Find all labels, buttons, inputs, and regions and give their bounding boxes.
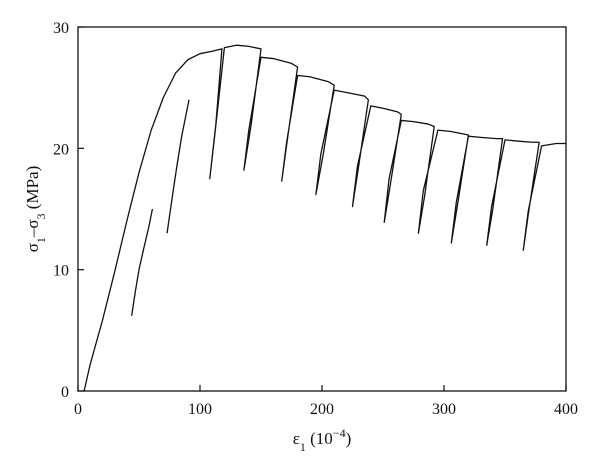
stress-strain-curve [83,44,566,392]
x-tick-label: 0 [74,401,82,418]
x-axis-title: ε1 (10−4) [293,426,352,454]
y-tick-label: 30 [53,20,69,37]
loop-branch-line [166,99,190,234]
y-tick-label: 20 [53,141,69,158]
x-tick-label: 200 [310,401,334,418]
x-tick-label: 300 [432,401,456,418]
x-tick-label: 400 [554,401,578,418]
loop-branch-line [131,208,154,316]
y-tick-label: 10 [53,263,69,280]
y-axis-title: σ1–σ3 (MPa) [23,166,48,253]
curves-group [83,44,566,392]
x-tick-label: 100 [188,401,212,418]
y-tick-label: 0 [61,384,69,401]
ticks-group: 0 100 200 300 400 0 10 20 30 [53,20,578,418]
